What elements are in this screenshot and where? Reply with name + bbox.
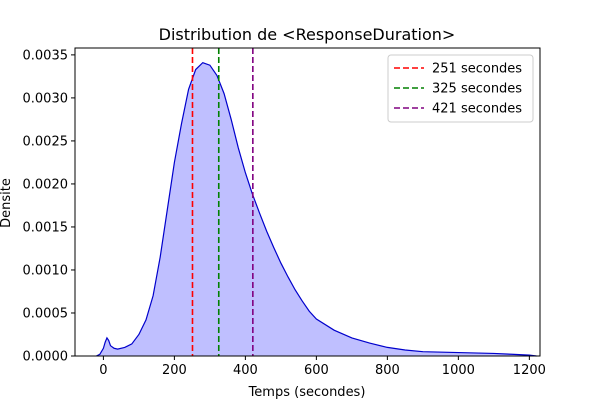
plot-frame xyxy=(74,47,541,357)
chart-title: Distribution de <ResponseDuration> xyxy=(159,25,456,44)
legend-box xyxy=(387,54,534,123)
y-tick-label: 0.0005 xyxy=(23,306,69,321)
x-tick-label: 800 xyxy=(375,363,400,378)
y-tick-label: 0.0000 xyxy=(23,350,69,365)
y-tick-label: 0.0030 xyxy=(23,91,69,106)
x-tick-label: 200 xyxy=(162,363,187,378)
legend: 251 secondes 325 secondes 421 secondes xyxy=(387,54,534,123)
legend-label-251: 251 secondes xyxy=(432,62,522,77)
y-tick-label: 0.0020 xyxy=(23,177,69,192)
legend-label-325: 325 secondes xyxy=(432,82,522,97)
y-tick-label: 0.0015 xyxy=(23,220,69,235)
x-tick-label: 1000 xyxy=(442,363,475,378)
x-axis-label: Temps (secondes) xyxy=(248,385,366,400)
y-tick-label: 0.0010 xyxy=(23,263,69,278)
x-tick-label: 1200 xyxy=(513,363,546,378)
density-area-0 xyxy=(96,62,537,356)
x-tick-label: 0 xyxy=(99,363,107,378)
y-tick-label: 0.0035 xyxy=(23,48,69,63)
legend-label-421: 421 secondes xyxy=(432,102,522,117)
x-tick-label: 600 xyxy=(304,363,329,378)
x-tick-label: 400 xyxy=(233,363,258,378)
y-tick-label: 0.0025 xyxy=(23,134,69,149)
y-axis-label: Densite xyxy=(0,178,14,228)
density-line-0 xyxy=(96,61,537,357)
